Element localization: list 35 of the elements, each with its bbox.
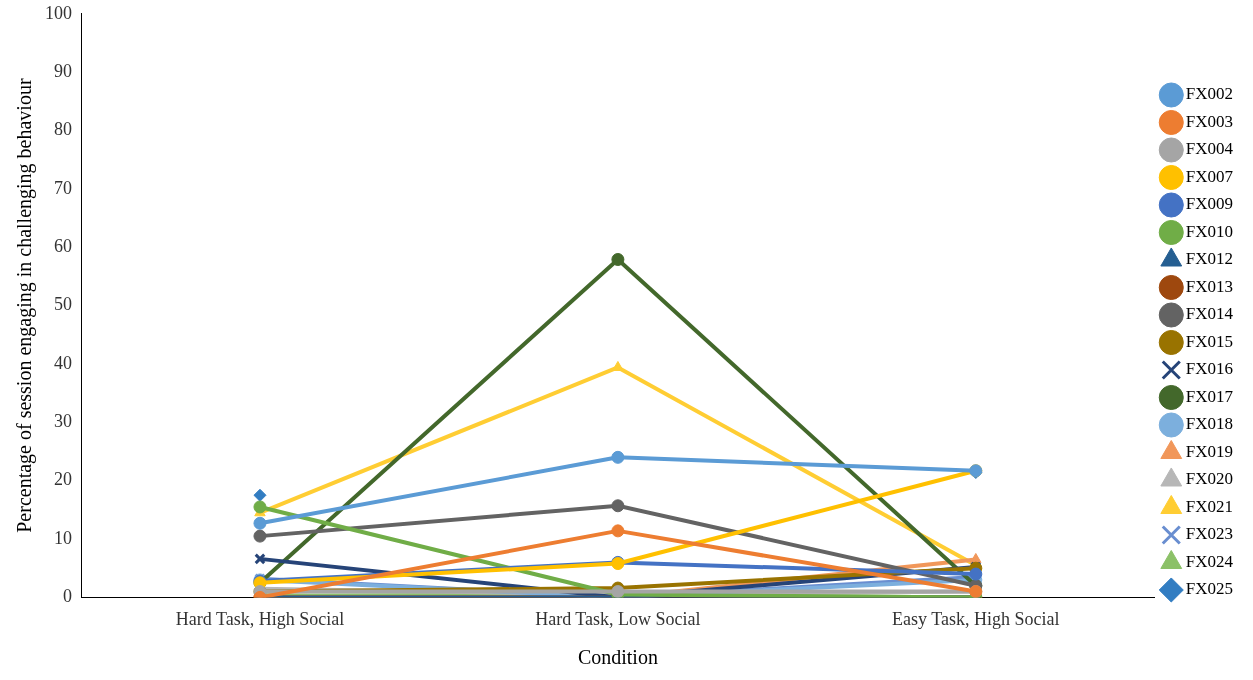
y-tick-label: 40 bbox=[54, 352, 72, 373]
legend-label: FX007 bbox=[1185, 166, 1234, 186]
x-tick-label: Hard Task, High Social bbox=[175, 608, 345, 629]
x-axis-title: Condition bbox=[577, 646, 658, 669]
x-tick-label: Easy Task, High Social bbox=[892, 608, 1060, 629]
legend-label: FX019 bbox=[1185, 441, 1233, 461]
x-tick-label: Hard Task, Low Social bbox=[535, 608, 701, 629]
y-tick-label: 30 bbox=[54, 411, 72, 432]
legend-label: FX013 bbox=[1185, 276, 1233, 296]
y-tick-label: 50 bbox=[54, 294, 72, 315]
y-tick-label: 70 bbox=[54, 177, 72, 198]
y-tick-label: 20 bbox=[54, 469, 72, 490]
y-tick-label: 10 bbox=[54, 527, 72, 548]
legend-label: FX016 bbox=[1185, 359, 1233, 379]
legend-label: FX009 bbox=[1185, 194, 1233, 214]
legend-label: FX023 bbox=[1185, 524, 1233, 544]
legend-label: FX020 bbox=[1185, 469, 1233, 489]
legend-label: FX012 bbox=[1185, 249, 1233, 269]
y-tick-label: 0 bbox=[63, 586, 72, 607]
legend-label: FX015 bbox=[1185, 331, 1233, 351]
legend-label: FX017 bbox=[1185, 386, 1234, 406]
legend-label: FX018 bbox=[1185, 414, 1233, 434]
y-tick-label: 90 bbox=[54, 60, 72, 81]
legend-label: FX025 bbox=[1185, 579, 1233, 599]
legend-label: FX024 bbox=[1185, 551, 1234, 571]
legend-label: FX010 bbox=[1185, 221, 1233, 241]
y-axis-title: Percentage of session engaging in challenging behaviour bbox=[13, 78, 37, 533]
y-tick-label: 60 bbox=[54, 235, 72, 256]
y-tick-label: 100 bbox=[45, 2, 72, 23]
legend-label: FX014 bbox=[1185, 304, 1234, 324]
legend-label: FX003 bbox=[1185, 111, 1233, 131]
y-tick-label: 80 bbox=[54, 119, 72, 140]
legend-label: FX004 bbox=[1185, 139, 1234, 159]
legend-label: FX021 bbox=[1185, 496, 1233, 516]
legend-label: FX002 bbox=[1185, 84, 1233, 104]
